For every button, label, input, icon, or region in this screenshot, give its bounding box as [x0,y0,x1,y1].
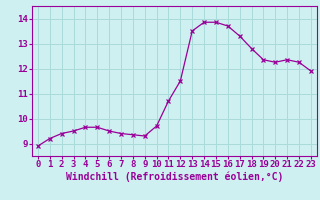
X-axis label: Windchill (Refroidissement éolien,°C): Windchill (Refroidissement éolien,°C) [66,172,283,182]
